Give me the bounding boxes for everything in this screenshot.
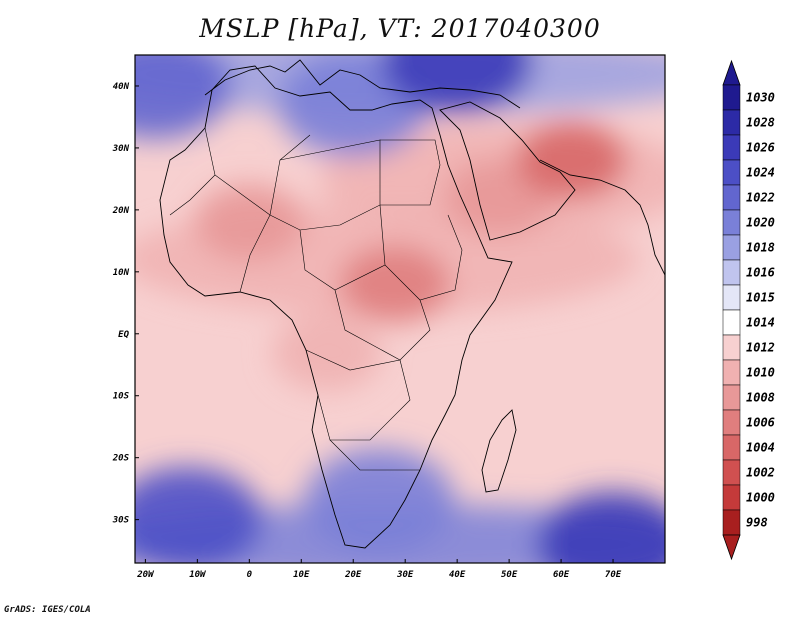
map-title: MSLP [hPa], VT: 2017040300 (199, 14, 601, 43)
colorbar-top-arrow (722, 59, 741, 86)
pressure-blobs (135, 55, 665, 563)
colorbar-label: 1014 (746, 316, 775, 330)
asia-coastline (539, 159, 665, 276)
colorbar-swatch-1020 (722, 209, 741, 236)
colorbar-label: 1004 (746, 441, 775, 455)
madagascar-coastline (481, 409, 517, 493)
latitude-axis: 40N 30N 20N 10N EQ 10S 20S 30S (112, 82, 139, 526)
pressure-center-low-9 (516, 121, 627, 199)
plot-frame (134, 54, 666, 564)
africa-coastline (159, 65, 513, 549)
lat-tick-label: 20N (112, 206, 130, 216)
colorbar-label: 1008 (746, 391, 775, 405)
europe-coastline (204, 59, 521, 109)
coastlines (159, 59, 665, 549)
colorbar-label: 1022 (746, 191, 775, 205)
lon-tick-label: 30E (396, 570, 414, 580)
colorbar-label: 1012 (746, 341, 775, 355)
lat-tick-label: 10N (113, 268, 130, 278)
pressure-center-high-5 (304, 448, 455, 554)
colorbar-swatch-1004 (722, 434, 741, 461)
country-borders (169, 127, 463, 471)
pressure-center-low-10 (272, 313, 383, 391)
pressure-center-low-6 (339, 245, 450, 323)
lat-tick-label: 30N (112, 144, 130, 154)
lon-tick-label: 10E (293, 570, 310, 580)
lon-tick-label: 60E (553, 570, 570, 580)
pressure-center-high-2 (135, 55, 231, 139)
colorbar-bottom-arrow (722, 534, 741, 561)
lon-tick-label: 50E (501, 570, 518, 580)
colorbar-label: 1002 (746, 466, 775, 480)
colorbar-swatch-1022 (722, 184, 741, 211)
lat-tick-label: 40N (113, 82, 130, 92)
lon-tick-label: 20E (344, 570, 362, 580)
colorbar-swatch-1015 (722, 284, 741, 311)
colorbar-label: 1015 (746, 291, 775, 305)
colorbar-swatch-1030 (722, 84, 741, 111)
colorbar-label: 1000 (746, 491, 775, 505)
pressure-center-high-3 (135, 467, 262, 563)
colorbar-swatch-1024 (722, 159, 741, 186)
lat-tick-label: 20S (112, 454, 130, 464)
lat-tick-label: 30S (112, 516, 130, 526)
colorbar-label: 1026 (746, 141, 775, 155)
colorbar-label: 1010 (746, 366, 775, 380)
colorbar-label: 998 (746, 516, 768, 530)
colorbar-label: 1018 (746, 241, 775, 255)
colorbar-swatch-1006 (722, 409, 741, 436)
colorbar-label: 1028 (746, 116, 775, 130)
colorbar-swatch-1014 (722, 309, 741, 336)
lat-tick-label: 10S (113, 392, 130, 402)
colorbar-label: 1020 (746, 216, 775, 230)
colorbar-swatch-1010 (722, 359, 741, 386)
pressure-center-high-4 (538, 491, 665, 563)
pressure-center-low-7 (194, 183, 305, 261)
lon-tick-label: 70E (605, 570, 622, 580)
colorbar-label: 1024 (746, 166, 775, 180)
lon-tick-label: 0 (247, 570, 253, 580)
colorbar-swatch-1008 (722, 384, 741, 411)
colorbar-label: 1016 (746, 266, 775, 280)
pressure-center-high-1 (382, 55, 533, 114)
colorbar-swatch-1000 (722, 484, 741, 511)
arabia-coastline (439, 101, 576, 241)
colorbar: 1030 1028 1026 1024 1022 1020 1018 1016 1015 1014… (722, 59, 775, 561)
colorbar-swatch-1016 (722, 259, 741, 286)
pressure-field (135, 55, 665, 563)
lon-tick-label: 10W (189, 570, 207, 580)
colorbar-label: 1006 (746, 416, 775, 430)
colorbar-swatch-1018 (722, 234, 741, 261)
colorbar-swatch-998 (722, 509, 741, 536)
colorbar-swatch-1002 (722, 459, 741, 486)
colorbar-swatch-1026 (722, 134, 741, 161)
longitude-axis: 20W 10W 0 10E 20E 30E 40E 50E 60E 70E (136, 559, 622, 580)
lon-tick-label: 20W (136, 570, 155, 580)
lon-tick-label: 40E (449, 570, 466, 580)
colorbar-label: 1030 (746, 91, 775, 105)
lat-tick-label: EQ (118, 330, 129, 340)
colorbar-swatch-1028 (722, 109, 741, 136)
footer-credit: GrADS: IGES/COLA (4, 605, 91, 615)
colorbar-swatch-1012 (722, 334, 741, 361)
